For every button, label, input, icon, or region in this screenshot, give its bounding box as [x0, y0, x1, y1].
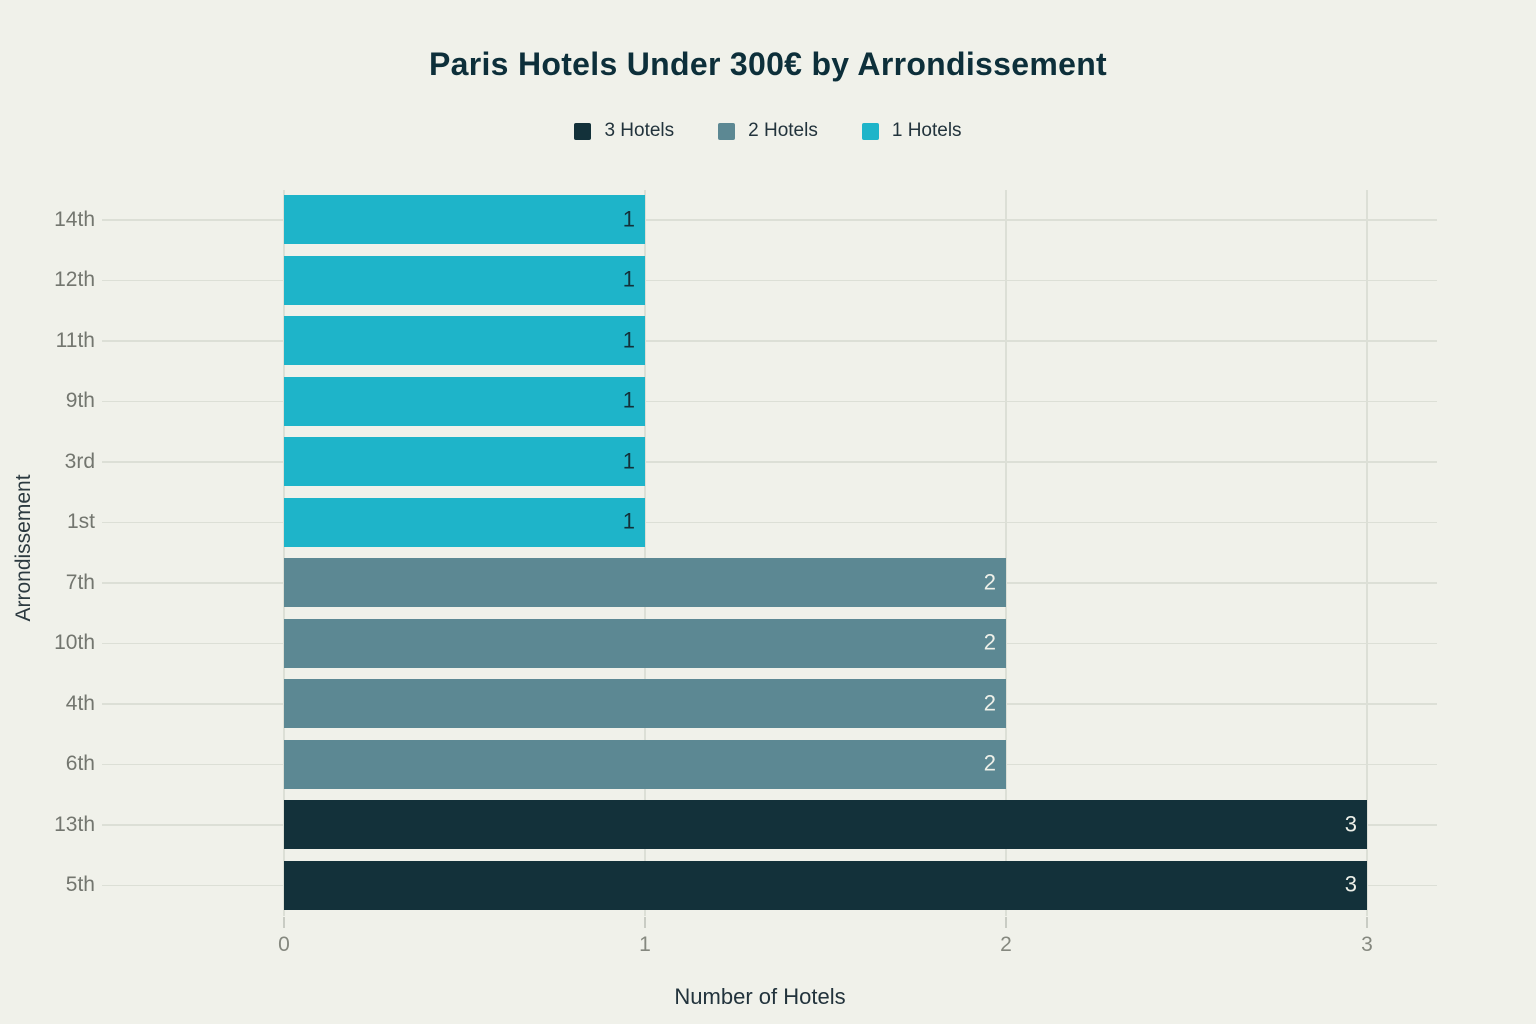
y-tick-label: 1st [66, 510, 95, 534]
bar-11th: 1 [284, 316, 645, 366]
bar-value-label: 3 [1344, 871, 1357, 897]
legend-swatch-icon [574, 122, 592, 140]
h-gridline [102, 461, 1437, 463]
legend-label: 3 Hotels [604, 120, 675, 141]
h-gridline [102, 400, 1437, 402]
bar-6th: 2 [284, 739, 1006, 789]
y-tick-label: 4th [65, 691, 95, 715]
x-tick-mark [1005, 917, 1007, 928]
bar-3rd: 1 [284, 437, 645, 487]
legend: 3 Hotels 2 Hotels 1 Hotels [0, 120, 1536, 142]
y-tick-label: 5th [65, 873, 95, 897]
x-tick-label: 1 [639, 932, 651, 956]
v-gridline [644, 189, 646, 916]
bar-value-label: 2 [983, 629, 996, 655]
bar-1st: 1 [284, 497, 645, 547]
chart-title: Paris Hotels Under 300€ by Arrondissemen… [428, 46, 1108, 82]
h-gridline [102, 340, 1437, 342]
legend-swatch-icon [861, 122, 879, 140]
y-tick-label: 9th [65, 389, 95, 413]
legend-item: 1 Hotels [861, 120, 962, 142]
y-tick-label: 10th [54, 631, 95, 655]
bar-10th: 2 [284, 618, 1006, 668]
x-tick-mark [283, 917, 285, 928]
x-tick-mark [644, 917, 646, 928]
bar-4th: 2 [284, 679, 1006, 729]
y-tick-label: 3rd [64, 449, 95, 473]
x-tick-label: 2 [1000, 932, 1012, 956]
x-axis-title: Number of Hotels [674, 984, 846, 1009]
bar-value-label: 1 [622, 448, 635, 474]
bar-value-label: 1 [622, 508, 635, 534]
bar-value-label: 1 [622, 387, 635, 413]
v-gridline [1366, 189, 1368, 916]
y-tick-label: 12th [54, 268, 95, 292]
bar-value-label: 2 [983, 750, 996, 776]
x-tick-mark [1366, 917, 1368, 928]
bar-value-label: 3 [1344, 811, 1357, 837]
bar-value-label: 1 [622, 266, 635, 292]
x-tick-label: 0 [278, 932, 290, 956]
legend-item: 2 Hotels [718, 120, 818, 142]
legend-label: 1 Hotels [891, 120, 962, 141]
y-axis-title: Arrondissement [12, 474, 35, 622]
bar-13th: 3 [284, 800, 1367, 850]
y-tick-label: 7th [65, 570, 95, 594]
v-gridline [1005, 189, 1007, 916]
y-tick-label: 11th [55, 328, 95, 352]
h-gridline [102, 521, 1437, 523]
h-gridline [102, 279, 1437, 281]
bar-5th: 3 [284, 860, 1367, 910]
bar-value-label: 2 [983, 569, 996, 595]
legend-swatch-icon [718, 122, 736, 140]
h-gridline [102, 219, 1437, 221]
v-gridline [283, 189, 285, 916]
bar-9th: 1 [284, 376, 645, 426]
y-tick-label: 6th [65, 752, 95, 776]
bar-7th: 2 [284, 558, 1006, 608]
y-tick-label: 13th [54, 812, 95, 836]
bar-12th: 1 [284, 255, 645, 305]
bar-14th: 1 [284, 195, 645, 245]
bar-value-label: 1 [622, 327, 635, 353]
legend-label: 2 Hotels [748, 120, 818, 141]
y-tick-label: 14th [54, 207, 95, 231]
x-tick-label: 3 [1361, 932, 1373, 956]
legend-item: 3 Hotels [574, 120, 674, 142]
bar-value-label: 2 [983, 690, 996, 716]
bar-value-label: 1 [622, 206, 635, 232]
